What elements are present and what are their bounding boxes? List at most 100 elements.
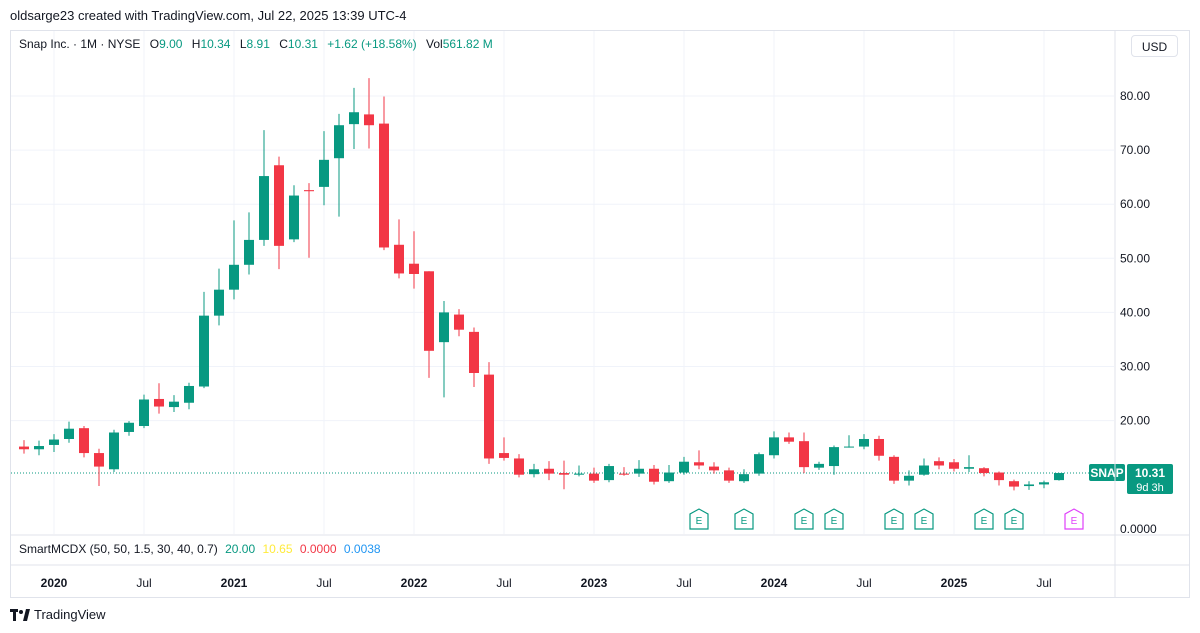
chart-grid: [11, 31, 1114, 534]
candle-body: [664, 472, 674, 482]
candle-up: [634, 460, 644, 477]
price-axis: 80.00 70.00 60.00 50.00 40.00 30.00 20.00: [1120, 89, 1150, 428]
candle-up: [229, 220, 239, 300]
earnings-marker: E: [734, 508, 754, 530]
candle-body: [979, 468, 989, 474]
indicator-name[interactable]: SmartMCDX (50, 50, 1.5, 30, 40, 0.7): [19, 542, 218, 556]
time-tick-label: 2020: [41, 576, 68, 590]
time-tick-label: 2021: [221, 576, 248, 590]
candle-up: [859, 434, 869, 450]
candle-body: [739, 474, 749, 482]
candle-up: [169, 395, 179, 412]
time-tick-label: Jul: [1036, 576, 1051, 590]
earnings-marker-upcoming: E: [1064, 508, 1084, 530]
time-tick-label: 2024: [761, 576, 788, 590]
candle-up: [439, 301, 449, 398]
earnings-marker-label: E: [696, 516, 703, 527]
low-label: L: [239, 37, 247, 51]
indicator-value-2: 10.65: [262, 542, 293, 556]
candle-body: [409, 263, 419, 274]
earnings-marker-shape: [689, 508, 709, 530]
earnings-marker: E: [884, 508, 904, 530]
candle-body: [649, 468, 659, 482]
candle-body: [814, 463, 824, 468]
candle-body: [919, 465, 929, 475]
candle-down: [514, 454, 524, 478]
symbol-tag-label: SNAP: [1090, 466, 1123, 480]
earnings-marker: E: [914, 508, 934, 530]
candle-body: [529, 469, 539, 475]
candle-body: [904, 475, 914, 481]
high-value: 10.34: [200, 37, 231, 51]
candle-body: [694, 462, 704, 466]
candle-down: [619, 467, 629, 476]
volume-label: Vol: [426, 37, 443, 51]
candle-body: [19, 446, 29, 450]
candle-body: [754, 454, 764, 474]
indicator-axis-label: 0.0000: [1120, 522, 1157, 536]
earnings-marker-shape: [1004, 508, 1024, 530]
candle-down: [79, 426, 89, 458]
open-value: 9.00: [159, 37, 183, 51]
candle-body: [244, 239, 254, 265]
candle-down: [694, 450, 704, 470]
candle-body: [499, 453, 509, 458]
candle-up: [319, 131, 329, 206]
earnings-marker-label: E: [1071, 516, 1078, 527]
last-price-tag: SNAP 10.31 9d 3h: [1089, 464, 1173, 495]
candle-down: [154, 383, 164, 414]
earnings-marker-label: E: [891, 516, 898, 527]
candle-body: [109, 432, 119, 470]
candle-body: [34, 446, 44, 450]
candle-body: [844, 446, 854, 448]
earnings-marker-shape: [794, 508, 814, 530]
candle-body: [964, 467, 974, 469]
candle-up: [349, 87, 359, 150]
candle-body: [784, 437, 794, 442]
symbol-title[interactable]: Snap Inc. · 1M · NYSE: [19, 37, 141, 51]
candle-up: [1039, 480, 1049, 489]
tradingview-footer[interactable]: TradingView: [10, 606, 106, 626]
candle-body: [259, 176, 269, 240]
close-value: 10.31: [287, 37, 318, 51]
candle-up: [34, 440, 44, 456]
candle-up: [664, 464, 674, 483]
indicator-value-1: 20.00: [225, 542, 256, 556]
candle-down: [934, 457, 944, 470]
price-tick-label: 20.00: [1120, 414, 1150, 428]
price-tag-countdown: 9d 3h: [1136, 482, 1164, 494]
candle-body: [994, 472, 1004, 481]
candle-down: [394, 219, 404, 279]
candle-down: [274, 156, 284, 270]
candle-down: [19, 440, 29, 454]
candle-up: [754, 452, 764, 476]
currency-button[interactable]: USD: [1131, 35, 1178, 57]
candle-up: [964, 455, 974, 472]
earnings-marker-shape: [1064, 508, 1084, 530]
time-tick-label: 2023: [581, 576, 608, 590]
candle-down: [424, 271, 434, 378]
earnings-marker-label: E: [981, 516, 988, 527]
candle-body: [229, 264, 239, 290]
low-value: 8.91: [246, 37, 270, 51]
chart-frame[interactable]: [10, 30, 1190, 598]
candle-body: [169, 401, 179, 408]
candle-up: [844, 435, 854, 448]
candle-body: [379, 123, 389, 248]
price-tick-label: 70.00: [1120, 143, 1150, 157]
earnings-marker-shape: [734, 508, 754, 530]
earnings-marker-label: E: [831, 516, 838, 527]
earnings-marker-label: E: [801, 516, 808, 527]
candle-body: [1024, 484, 1034, 487]
candle-body: [274, 165, 284, 246]
candle-up: [139, 394, 149, 429]
candle-up: [49, 434, 59, 452]
candle-up: [199, 291, 209, 389]
earnings-marker-shape: [914, 508, 934, 530]
earnings-marker: E: [1004, 508, 1024, 530]
earnings-marker-label: E: [1011, 516, 1018, 527]
symbol-tag: [1089, 464, 1125, 482]
candle-body: [304, 190, 314, 192]
candle-body: [799, 441, 809, 468]
